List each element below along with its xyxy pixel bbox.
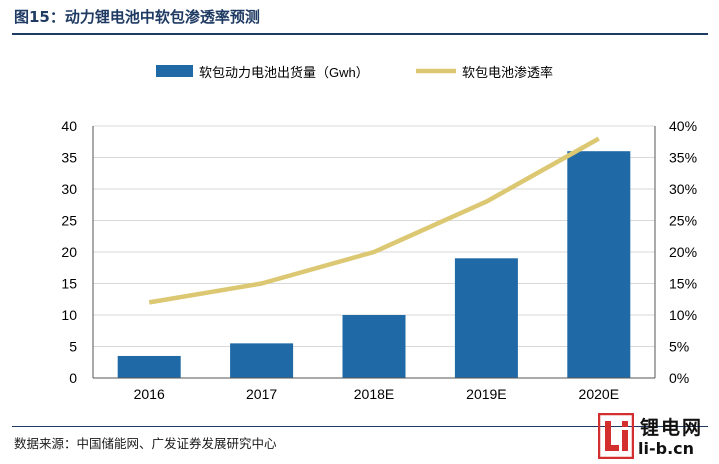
bar xyxy=(454,258,518,378)
x-tick-label: 2017 xyxy=(246,386,277,402)
x-axis: 2016 2017 2018E 2019E 2020E xyxy=(93,377,655,402)
figure-title: 图15：动力锂电池中软包渗透率预测 xyxy=(14,8,260,26)
logo-mark-icon xyxy=(598,413,634,459)
bar xyxy=(230,343,294,378)
bar xyxy=(342,315,406,378)
bar xyxy=(567,151,631,378)
line-series xyxy=(148,136,600,305)
legend-line-label: 软包电池渗透率 xyxy=(462,65,553,80)
y-left-tick-label: 10 xyxy=(61,307,77,323)
y-left-tick-label: 25 xyxy=(61,213,77,229)
legend-bar-label: 软包动力电池出货量（Gwh） xyxy=(199,65,369,80)
source-note: 数据来源：中国储能网、广发证券发展研究中心 xyxy=(14,436,277,451)
watermark-logo: 锂电网 li-b.cn xyxy=(598,411,716,463)
right-axis: 0% 5% 10% 15% 20% 25% 30% 35% 40% xyxy=(654,118,697,386)
y-right-tick-label: 20% xyxy=(669,244,697,260)
y-right-tick-label: 15% xyxy=(669,276,697,292)
watermark-url: li-b.cn xyxy=(638,439,695,458)
y-right-tick-label: 5% xyxy=(669,339,689,355)
left-axis: 0 5 10 15 20 25 30 35 40 xyxy=(61,118,94,386)
y-right-tick-label: 10% xyxy=(669,307,697,323)
y-left-tick-label: 40 xyxy=(61,118,77,134)
y-left-tick-label: 30 xyxy=(61,181,77,197)
x-tick-label: 2016 xyxy=(134,386,165,402)
footer-divider xyxy=(12,426,708,427)
y-right-tick-label: 25% xyxy=(669,213,697,229)
y-right-tick-label: 35% xyxy=(669,150,697,166)
y-left-tick-label: 15 xyxy=(61,276,77,292)
y-left-tick-label: 35 xyxy=(61,150,77,166)
legend: 软包动力电池出货量（Gwh） 软包电池渗透率 xyxy=(156,65,553,80)
bar xyxy=(117,355,181,378)
y-left-tick-label: 20 xyxy=(61,244,77,260)
x-tick-label: 2019E xyxy=(466,386,506,402)
y-right-tick-label: 40% xyxy=(669,118,697,134)
y-right-tick-label: 30% xyxy=(669,181,697,197)
y-left-tick-label: 5 xyxy=(69,339,77,355)
watermark-name: 锂电网 xyxy=(640,417,704,439)
legend-bar-swatch xyxy=(156,65,193,77)
x-tick-label: 2020E xyxy=(579,386,619,402)
x-tick-label: 2018E xyxy=(354,386,394,402)
title-divider xyxy=(12,33,708,35)
y-right-tick-label: 0% xyxy=(669,370,689,386)
y-left-tick-label: 0 xyxy=(69,370,77,386)
bar-series xyxy=(117,151,631,378)
